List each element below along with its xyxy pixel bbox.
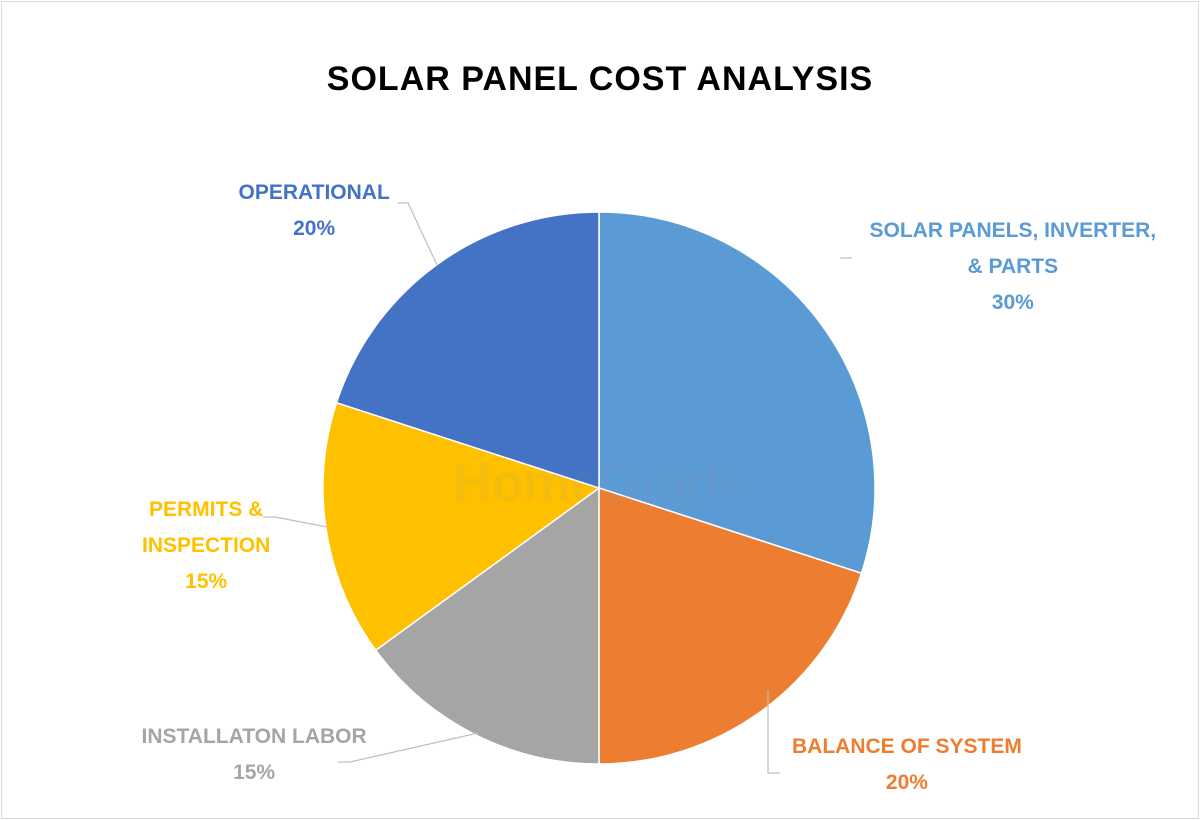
slice-value-label: 20%	[293, 217, 336, 240]
watermark: HomeGuide	[452, 453, 748, 513]
pie-slices	[322, 211, 876, 765]
leader-line-balance-of-system	[767, 690, 780, 774]
slice-label-line: OPERATIONAL	[238, 181, 390, 204]
slice-value-label: 15%	[185, 570, 228, 593]
slice-label-installation-labor: INSTALLATON LABOR 15%	[142, 719, 367, 791]
slice-label-operational: OPERATIONAL 20%	[239, 175, 390, 247]
slice-label-line: & PARTS	[967, 255, 1059, 278]
leader-line-installation-labor	[338, 732, 479, 763]
slice-label-permits-inspection: PERMITS & INSPECTION 15%	[142, 492, 270, 600]
slice-value-label: 15%	[233, 761, 276, 784]
slice-value-label: 20%	[885, 771, 928, 794]
slice-label-balance-of-system: BALANCE OF SYSTEM 20%	[792, 729, 1022, 801]
slice-label-line: BALANCE OF SYSTEM	[792, 735, 1022, 758]
slice-label-line: INSTALLATON LABOR	[141, 725, 367, 748]
slice-label-solar-panels: SOLAR PANELS, INVERTER, & PARTS 30%	[870, 213, 1157, 321]
leader-lines	[263, 202, 852, 774]
slice-label-line: INSPECTION	[142, 534, 271, 557]
slice-label-line: PERMITS &	[149, 498, 264, 521]
pie-slice-permits-inspection	[322, 401, 601, 652]
chart-title: SOLAR PANEL COST ANALYSIS	[326, 60, 874, 98]
leader-line-permits-inspection	[263, 516, 328, 528]
pie-slice-balance-of-system	[598, 486, 863, 765]
slice-value-label: 30%	[991, 291, 1034, 314]
pie-slice-solar-panels	[598, 211, 876, 575]
slice-label-line: SOLAR PANELS, INVERTER,	[869, 219, 1157, 242]
leader-line-operational	[398, 202, 438, 266]
